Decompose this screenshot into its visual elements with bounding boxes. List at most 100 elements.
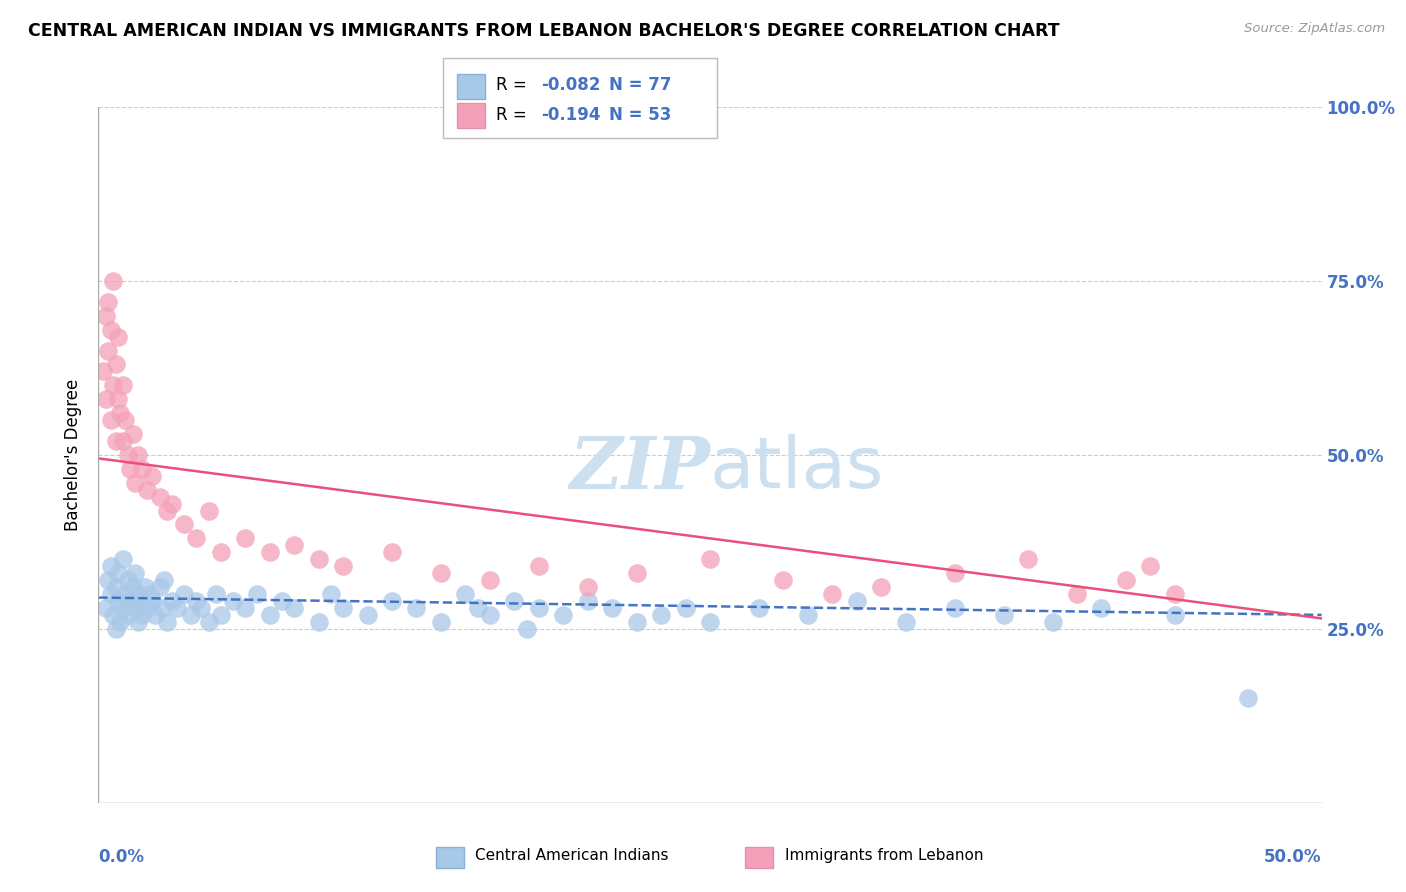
Point xyxy=(467,601,489,615)
Point xyxy=(626,615,648,629)
Point xyxy=(527,559,550,574)
Point xyxy=(124,475,146,490)
Point xyxy=(107,329,129,343)
Point xyxy=(246,587,269,601)
Point xyxy=(675,601,697,615)
Point xyxy=(97,343,120,358)
Point xyxy=(110,406,132,420)
Point xyxy=(117,448,139,462)
Point xyxy=(111,552,134,566)
Point xyxy=(127,615,149,629)
Point xyxy=(166,601,188,615)
Point xyxy=(332,601,354,615)
Text: N = 77: N = 77 xyxy=(609,76,671,95)
Point xyxy=(308,615,330,629)
Point xyxy=(129,594,152,608)
Point xyxy=(233,601,256,615)
Text: atlas: atlas xyxy=(710,434,884,503)
Point xyxy=(111,378,134,392)
Point xyxy=(101,378,124,392)
Point xyxy=(139,587,162,601)
Point xyxy=(111,601,134,615)
Point xyxy=(748,601,770,615)
Point xyxy=(156,615,179,629)
Point xyxy=(107,392,129,407)
Point xyxy=(209,545,232,559)
Point xyxy=(127,587,149,601)
Point xyxy=(91,364,114,378)
Point xyxy=(283,601,305,615)
Point xyxy=(209,607,232,622)
Point xyxy=(553,607,575,622)
Point xyxy=(1139,559,1161,574)
Point xyxy=(1066,587,1088,601)
Point xyxy=(1042,615,1064,629)
Point xyxy=(100,413,122,427)
Point xyxy=(97,294,120,309)
Point xyxy=(117,573,139,587)
Point xyxy=(180,607,202,622)
Point xyxy=(1237,691,1260,706)
Point xyxy=(141,468,163,483)
Point xyxy=(107,566,129,581)
Point xyxy=(503,594,526,608)
Point xyxy=(699,615,721,629)
Text: R =: R = xyxy=(496,76,537,95)
Point xyxy=(131,607,153,622)
Point xyxy=(356,607,378,622)
Point xyxy=(104,434,127,448)
Point xyxy=(136,601,159,615)
Point xyxy=(134,580,156,594)
Point xyxy=(381,545,404,559)
Text: Central American Indians: Central American Indians xyxy=(475,848,669,863)
Point xyxy=(124,601,146,615)
Point xyxy=(821,587,844,601)
Point xyxy=(600,601,623,615)
Point xyxy=(259,607,281,622)
Point xyxy=(993,607,1015,622)
Point xyxy=(1164,607,1187,622)
Point xyxy=(104,622,127,636)
Point xyxy=(430,566,453,581)
Point xyxy=(121,580,143,594)
Point xyxy=(114,587,136,601)
Point xyxy=(205,587,228,601)
Point xyxy=(943,566,966,581)
Point xyxy=(1017,552,1039,566)
Point xyxy=(110,615,132,629)
Point xyxy=(127,448,149,462)
Point xyxy=(97,573,120,587)
Point xyxy=(233,532,256,546)
Point xyxy=(114,413,136,427)
Point xyxy=(515,622,537,636)
Point xyxy=(283,538,305,552)
Point xyxy=(308,552,330,566)
Point xyxy=(870,580,893,594)
Text: CENTRAL AMERICAN INDIAN VS IMMIGRANTS FROM LEBANON BACHELOR'S DEGREE CORRELATION: CENTRAL AMERICAN INDIAN VS IMMIGRANTS FR… xyxy=(28,22,1060,40)
Point xyxy=(576,580,599,594)
Point xyxy=(94,392,117,407)
Point xyxy=(527,601,550,615)
Point xyxy=(124,566,146,581)
Point xyxy=(94,309,117,323)
Point xyxy=(120,594,142,608)
Point xyxy=(136,483,159,497)
Point xyxy=(101,607,124,622)
Point xyxy=(120,462,142,476)
Point xyxy=(100,323,122,337)
Point xyxy=(173,587,195,601)
Point xyxy=(699,552,721,566)
Point xyxy=(141,594,163,608)
Point xyxy=(430,615,453,629)
Point xyxy=(626,566,648,581)
Point xyxy=(111,434,134,448)
Point xyxy=(100,559,122,574)
Point xyxy=(186,532,208,546)
Point xyxy=(160,497,183,511)
Point xyxy=(104,580,127,594)
Point xyxy=(478,573,501,587)
Point xyxy=(100,587,122,601)
Point xyxy=(222,594,245,608)
Point xyxy=(772,573,794,587)
Point xyxy=(270,594,294,608)
